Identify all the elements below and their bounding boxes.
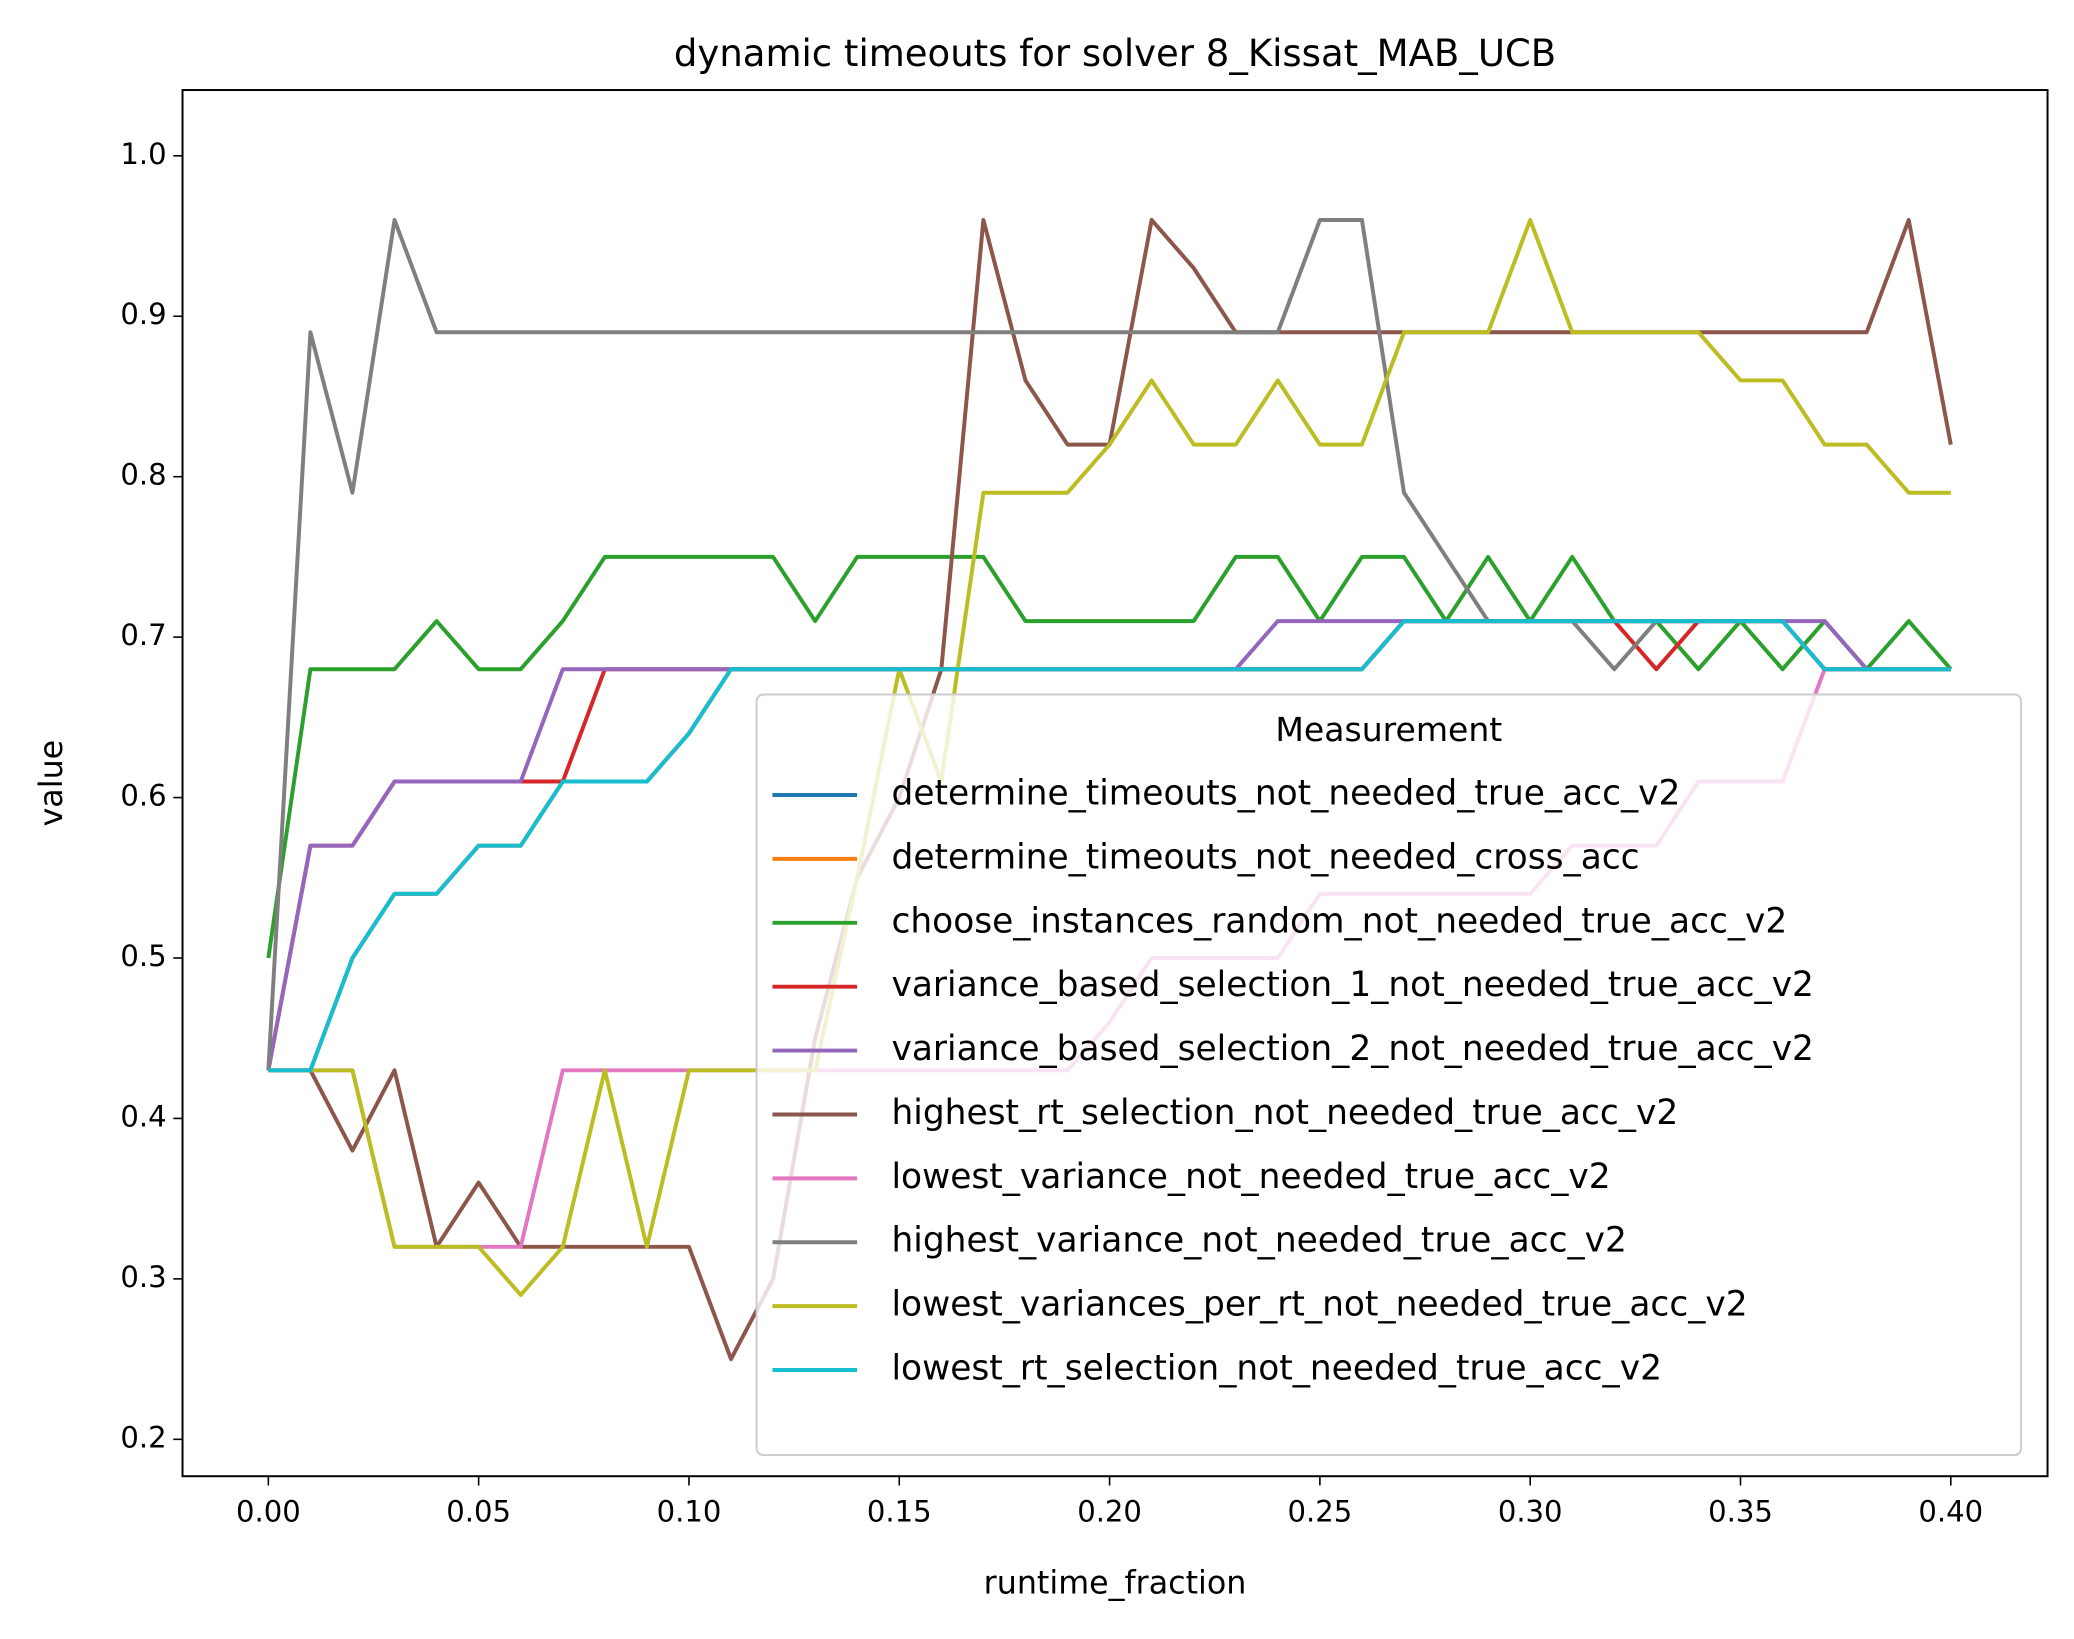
legend-label: variance_based_selection_1_not_needed_tr… xyxy=(892,965,1814,1005)
x-axis-label: runtime_fraction xyxy=(984,1566,1247,1602)
chart-title: dynamic timeouts for solver 8_Kissat_MAB… xyxy=(674,32,1556,75)
y-tick-label: 0.6 xyxy=(120,779,166,813)
legend-label: determine_timeouts_not_needed_true_acc_v… xyxy=(892,774,1681,814)
x-tick-label: 0.25 xyxy=(1288,1494,1353,1528)
y-tick-label: 0.2 xyxy=(120,1420,166,1454)
legend-label: determine_timeouts_not_needed_cross_acc xyxy=(892,837,1640,877)
x-tick-label: 0.20 xyxy=(1077,1494,1142,1528)
legend-label: highest_variance_not_needed_true_acc_v2 xyxy=(892,1221,1627,1261)
axes-frame xyxy=(181,89,2049,1478)
series-line xyxy=(266,554,1953,959)
y-tick-label: 0.4 xyxy=(120,1099,166,1133)
legend-box xyxy=(755,693,2023,1457)
legend-label: variance_based_selection_2_not_needed_tr… xyxy=(892,1029,1814,1069)
y-tick-label: 0.5 xyxy=(120,939,166,973)
x-tick-label: 0.00 xyxy=(236,1494,301,1528)
x-tick-label: 0.10 xyxy=(657,1494,722,1528)
y-tick-label: 0.7 xyxy=(120,618,166,652)
x-tick-label: 0.15 xyxy=(867,1494,932,1528)
x-tick-label: 0.40 xyxy=(1918,1494,1983,1528)
y-tick-label: 1.0 xyxy=(120,137,166,171)
legend-label: choose_instances_random_not_needed_true_… xyxy=(892,901,1788,941)
series-line xyxy=(268,619,1951,1073)
legend-label: highest_rt_selection_not_needed_true_acc… xyxy=(892,1093,1679,1133)
x-tick-label: 0.05 xyxy=(446,1494,511,1528)
legend-title: Measurement xyxy=(1275,710,1502,749)
legend-label: lowest_variance_not_needed_true_acc_v2 xyxy=(892,1157,1611,1197)
y-axis-label: value xyxy=(34,740,70,827)
y-tick-label: 0.9 xyxy=(120,297,166,331)
series-line xyxy=(268,218,1951,1297)
y-tick-label: 0.3 xyxy=(120,1260,166,1294)
y-tick-label: 0.8 xyxy=(120,458,166,492)
legend-label: lowest_rt_selection_not_needed_true_acc_… xyxy=(892,1349,1662,1389)
x-tick-label: 0.30 xyxy=(1498,1494,1563,1528)
x-tick-label: 0.35 xyxy=(1708,1494,1773,1528)
legend-label: lowest_variances_per_rt_not_needed_true_… xyxy=(892,1285,1748,1325)
legend: Measurement determine_timeouts_not_needed… xyxy=(755,693,2023,1457)
